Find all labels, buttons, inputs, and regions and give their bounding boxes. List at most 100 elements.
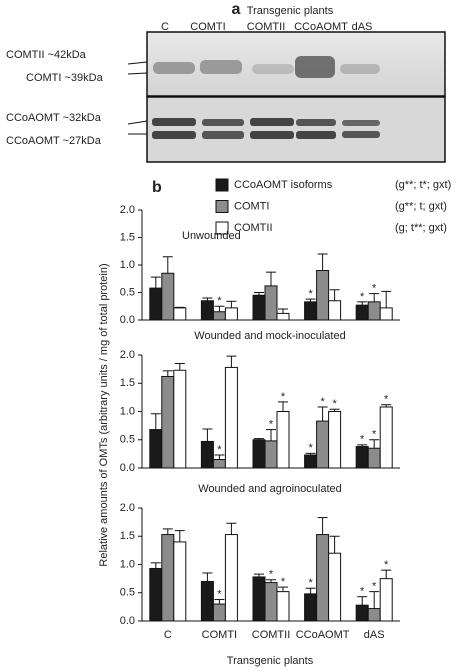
x-tick-label: COMTI	[202, 629, 237, 641]
significance-mark: *	[360, 291, 365, 303]
y-tick-label: 0.0	[120, 615, 135, 627]
blot-bottom	[146, 96, 446, 163]
panel-label: a	[232, 1, 241, 18]
significance-mark: *	[217, 444, 222, 456]
significance-mark: *	[269, 418, 274, 430]
bar	[316, 534, 330, 622]
bar	[264, 440, 278, 469]
band-label: CCoAOMT ~32kDa	[6, 112, 102, 124]
bar	[276, 312, 290, 321]
bar	[316, 420, 330, 469]
bar	[367, 608, 381, 622]
band-label: COMTII ~42kDa	[6, 49, 87, 61]
y-tick-label: 1.5	[120, 231, 135, 243]
bar	[252, 576, 266, 622]
bar	[224, 534, 238, 622]
y-tick-label: 1.0	[120, 558, 135, 570]
y-tick-label: 1.0	[120, 259, 135, 271]
y-tick-label: 2.0	[120, 502, 135, 514]
chart-title: Wounded and agroinoculated	[198, 483, 342, 495]
legend-note: (g; t**; gxt)	[395, 222, 447, 234]
bar	[224, 307, 238, 321]
y-tick-label: 1.5	[120, 377, 135, 389]
y-tick-label: 0.5	[120, 286, 135, 298]
bar	[316, 270, 330, 321]
chart-title: Unwounded	[182, 230, 241, 242]
significance-mark: *	[281, 576, 286, 588]
significance-mark: *	[360, 434, 365, 446]
significance-mark: *	[308, 442, 313, 454]
bar	[149, 429, 163, 469]
lane-label: dAS	[352, 21, 373, 33]
bar	[367, 301, 381, 321]
bar	[200, 440, 214, 469]
significance-mark: *	[308, 577, 313, 589]
significance-mark: *	[372, 429, 377, 441]
legend-label: CCoAOMT isoforms	[234, 179, 333, 191]
blot-header: Transgenic plants	[247, 5, 334, 17]
y-tick-label: 0.0	[120, 314, 135, 326]
y-tick-label: 1.0	[120, 405, 135, 417]
bar	[161, 375, 175, 469]
bar	[252, 294, 266, 321]
bar	[379, 307, 393, 321]
x-tick-label: dAS	[364, 629, 385, 641]
x-tick-label: C	[164, 629, 172, 641]
bar	[200, 580, 214, 622]
y-tick-label: 0.5	[120, 434, 135, 446]
bar	[304, 593, 318, 622]
significance-mark: *	[360, 586, 365, 598]
bar	[276, 411, 290, 469]
bar	[212, 459, 226, 469]
bar	[328, 552, 342, 622]
band-label: CCoAOMT ~27kDa	[6, 135, 102, 147]
legend-label: COMTI	[234, 200, 269, 212]
legend-label: COMTII	[234, 222, 273, 234]
x-tick-label: CCoAOMT	[296, 629, 350, 641]
bar	[355, 604, 369, 622]
bar	[212, 603, 226, 622]
legend-note: (g**; t*; gxt)	[395, 179, 451, 191]
bar	[304, 454, 318, 469]
bar	[276, 591, 290, 622]
x-axis-label: Transgenic plants	[227, 655, 314, 667]
bar	[149, 287, 163, 321]
x-tick-label: COMTII	[252, 629, 291, 641]
bar	[173, 369, 187, 469]
lane-label: COMTII	[247, 21, 286, 33]
y-tick-label: 0.0	[120, 462, 135, 474]
significance-mark: *	[308, 288, 313, 300]
y-tick-label: 2.0	[120, 204, 135, 216]
bar	[173, 307, 187, 321]
lane-label: COMTI	[190, 21, 225, 33]
legend-swatch	[215, 178, 229, 192]
bar	[304, 301, 318, 321]
significance-mark: *	[320, 396, 325, 408]
y-tick-label: 1.5	[120, 530, 135, 542]
significance-mark: *	[217, 295, 222, 307]
band-label: COMTI ~39kDa	[26, 72, 104, 84]
bar	[328, 300, 342, 321]
bar	[212, 311, 226, 321]
lane-label: C	[161, 21, 169, 33]
significance-mark: *	[269, 569, 274, 581]
y-tick-label: 2.0	[120, 349, 135, 361]
significance-mark: *	[384, 394, 389, 406]
bar	[328, 411, 342, 469]
bar	[355, 446, 369, 469]
bar	[355, 304, 369, 321]
bar	[173, 541, 187, 622]
lane-label: CCoAOMT	[294, 21, 348, 33]
bar	[367, 447, 381, 469]
blot	[127, 31, 446, 163]
significance-mark: *	[281, 391, 286, 403]
legend-note: (g**; t; gxt)	[395, 200, 447, 212]
panel-label: b	[152, 179, 162, 196]
bar	[264, 582, 278, 622]
significance-mark: *	[372, 283, 377, 295]
bar	[149, 567, 163, 622]
bar	[379, 406, 393, 469]
legend-swatch	[215, 200, 229, 213]
significance-mark: *	[384, 559, 389, 571]
